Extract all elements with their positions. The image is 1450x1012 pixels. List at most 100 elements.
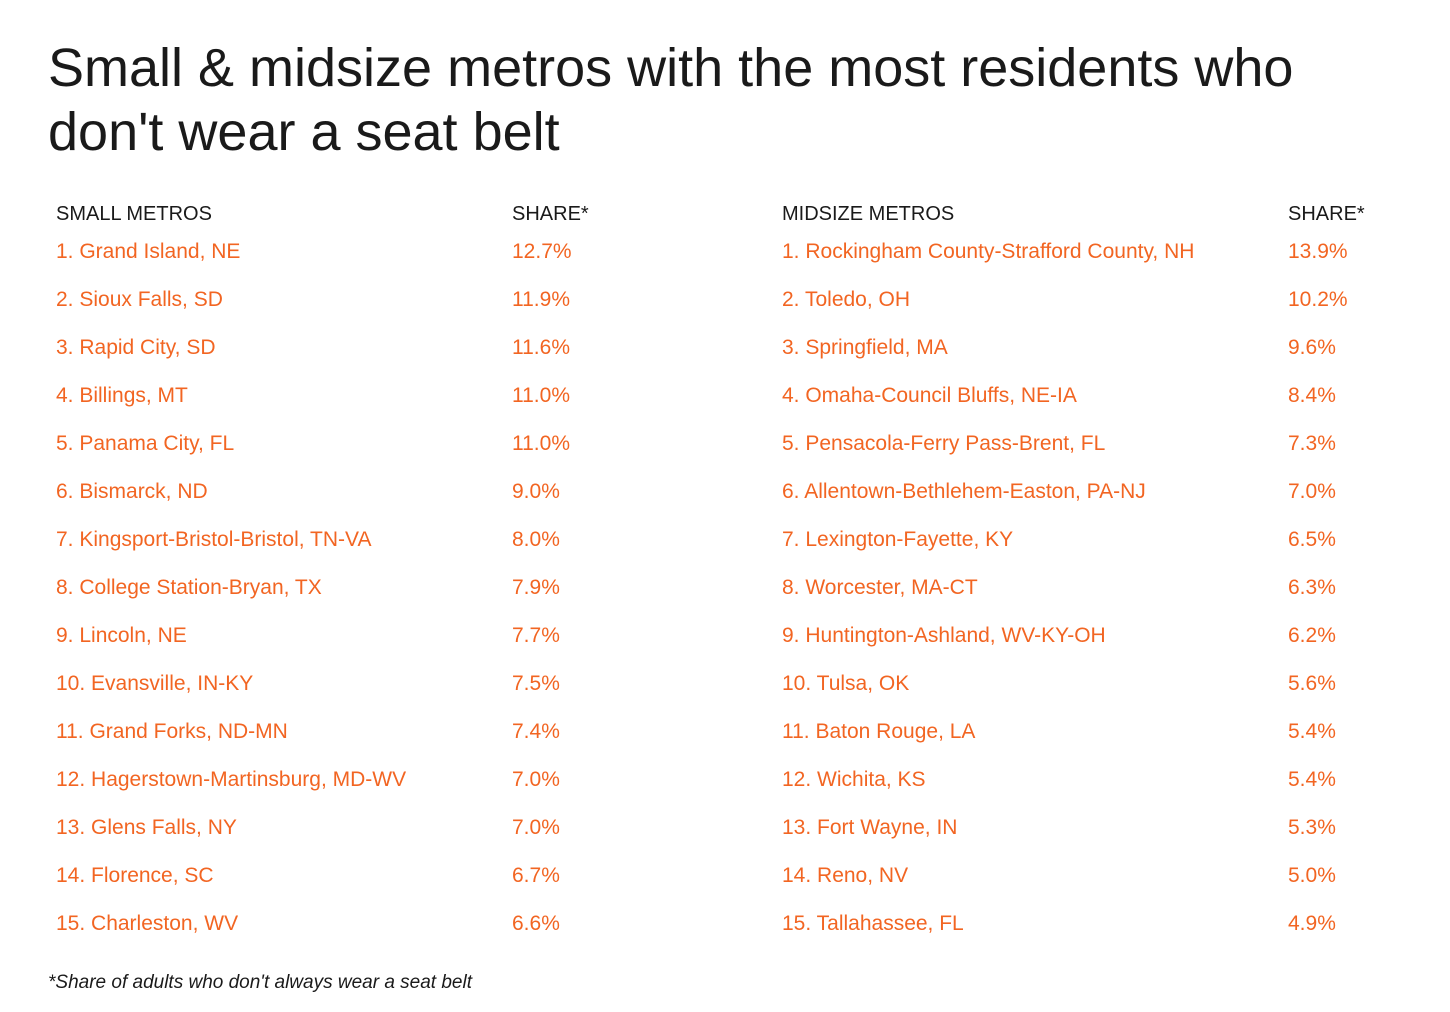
metro-name: 15. Tallahassee, FL: [782, 912, 964, 935]
table-row: 10. Tulsa, OK 5.6%: [782, 666, 1402, 714]
share-value: 5.3%: [1288, 816, 1336, 839]
small-metros-table: SMALL METROS SHARE* 1. Grand Island, NE 1…: [56, 196, 676, 954]
share-value: 8.0%: [512, 528, 560, 551]
table-row: 3. Rapid City, SD 11.6%: [56, 330, 676, 378]
table-row: 1. Grand Island, NE 12.7%: [56, 234, 676, 282]
share-value: 11.9%: [512, 288, 570, 311]
column-header-metro: MIDSIZE METROS: [782, 203, 955, 225]
midsize-metros-rows: 1. Rockingham County-Strafford County, N…: [782, 234, 1402, 954]
metro-name: 11. Baton Rouge, LA: [782, 720, 976, 743]
share-value: 6.7%: [512, 864, 560, 887]
share-value: 11.6%: [512, 336, 570, 359]
metro-name: 2. Toledo, OH: [782, 288, 911, 311]
table-row: 4. Omaha-Council Bluffs, NE-IA 8.4%: [782, 378, 1402, 426]
midsize-metros-table: MIDSIZE METROS SHARE* 1. Rockingham Coun…: [782, 196, 1402, 954]
table-header: SMALL METROS SHARE*: [56, 196, 676, 234]
table-row: 7. Kingsport-Bristol-Bristol, TN-VA 8.0%: [56, 522, 676, 570]
metro-name: 5. Panama City, FL: [56, 432, 235, 455]
share-value: 6.2%: [1288, 624, 1336, 647]
share-value: 11.0%: [512, 432, 570, 455]
table-row: 5. Pensacola-Ferry Pass-Brent, FL 7.3%: [782, 426, 1402, 474]
share-value: 8.4%: [1288, 384, 1336, 407]
table-row: 13. Fort Wayne, IN 5.3%: [782, 810, 1402, 858]
share-value: 5.6%: [1288, 672, 1336, 695]
share-value: 6.5%: [1288, 528, 1336, 551]
share-value: 7.9%: [512, 576, 560, 599]
table-row: 11. Baton Rouge, LA 5.4%: [782, 714, 1402, 762]
metro-name: 13. Fort Wayne, IN: [782, 816, 958, 839]
share-value: 9.6%: [1288, 336, 1336, 359]
metro-name: 9. Lincoln, NE: [56, 624, 187, 647]
metro-name: 15. Charleston, WV: [56, 912, 239, 935]
metro-name: 2. Sioux Falls, SD: [56, 288, 223, 311]
table-row: 12. Hagerstown-Martinsburg, MD-WV 7.0%: [56, 762, 676, 810]
table-row: 11. Grand Forks, ND-MN 7.4%: [56, 714, 676, 762]
footnote: *Share of adults who don't always wear a…: [48, 972, 472, 993]
table-row: 9. Huntington-Ashland, WV-KY-OH 6.2%: [782, 618, 1402, 666]
share-value: 5.0%: [1288, 864, 1336, 887]
share-value: 6.3%: [1288, 576, 1336, 599]
metro-name: 3. Rapid City, SD: [56, 336, 216, 359]
metro-name: 1. Grand Island, NE: [56, 240, 241, 263]
share-value: 9.0%: [512, 480, 560, 503]
metro-name: 1. Rockingham County-Strafford County, N…: [782, 240, 1195, 263]
metro-name: 12. Wichita, KS: [782, 768, 926, 791]
table-row: 13. Glens Falls, NY 7.0%: [56, 810, 676, 858]
metro-name: 14. Reno, NV: [782, 864, 909, 887]
share-value: 7.3%: [1288, 432, 1336, 455]
table-row: 12. Wichita, KS 5.4%: [782, 762, 1402, 810]
share-value: 12.7%: [512, 240, 572, 263]
metro-name: 4. Billings, MT: [56, 384, 188, 407]
share-value: 5.4%: [1288, 768, 1336, 791]
table-row: 8. College Station-Bryan, TX 7.9%: [56, 570, 676, 618]
table-row: 14. Florence, SC 6.7%: [56, 858, 676, 906]
table-row: 9. Lincoln, NE 7.7%: [56, 618, 676, 666]
metro-name: 13. Glens Falls, NY: [56, 816, 237, 839]
metro-name: 8. Worcester, MA-CT: [782, 576, 978, 599]
share-value: 13.9%: [1288, 240, 1348, 263]
metro-name: 6. Bismarck, ND: [56, 480, 208, 503]
share-value: 7.5%: [512, 672, 560, 695]
table-row: 7. Lexington-Fayette, KY 6.5%: [782, 522, 1402, 570]
table-row: 6. Allentown-Bethlehem-Easton, PA-NJ 7.0%: [782, 474, 1402, 522]
metro-name: 10. Tulsa, OK: [782, 672, 910, 695]
table-row: 2. Sioux Falls, SD 11.9%: [56, 282, 676, 330]
metro-name: 12. Hagerstown-Martinsburg, MD-WV: [56, 768, 407, 791]
column-header-share: SHARE*: [1288, 203, 1365, 225]
share-value: 7.7%: [512, 624, 560, 647]
table-row: 5. Panama City, FL 11.0%: [56, 426, 676, 474]
metro-name: 7. Lexington-Fayette, KY: [782, 528, 1014, 551]
column-header-share: SHARE*: [512, 203, 589, 225]
metro-name: 14. Florence, SC: [56, 864, 214, 887]
table-row: 6. Bismarck, ND 9.0%: [56, 474, 676, 522]
metro-name: 6. Allentown-Bethlehem-Easton, PA-NJ: [782, 480, 1146, 503]
table-row: 2. Toledo, OH 10.2%: [782, 282, 1402, 330]
share-value: 7.0%: [512, 768, 560, 791]
metro-name: 10. Evansville, IN-KY: [56, 672, 254, 695]
table-row: 15. Tallahassee, FL 4.9%: [782, 906, 1402, 954]
share-value: 7.0%: [512, 816, 560, 839]
metro-name: 3. Springfield, MA: [782, 336, 948, 359]
small-metros-rows: 1. Grand Island, NE 12.7% 2. Sioux Falls, …: [56, 234, 676, 954]
share-value: 11.0%: [512, 384, 570, 407]
share-value: 7.0%: [1288, 480, 1336, 503]
metro-name: 5. Pensacola-Ferry Pass-Brent, FL: [782, 432, 1106, 455]
table-row: 8. Worcester, MA-CT 6.3%: [782, 570, 1402, 618]
share-value: 5.4%: [1288, 720, 1336, 743]
share-value: 4.9%: [1288, 912, 1336, 935]
table-row: 4. Billings, MT 11.0%: [56, 378, 676, 426]
chart-title: Small & midsize metros with the most res…: [48, 38, 1294, 162]
share-value: 6.6%: [512, 912, 560, 935]
table-row: 10. Evansville, IN-KY 7.5%: [56, 666, 676, 714]
table-row: 15. Charleston, WV 6.6%: [56, 906, 676, 954]
share-value: 7.4%: [512, 720, 560, 743]
column-header-metro: SMALL METROS: [56, 203, 212, 225]
table-row: 14. Reno, NV 5.0%: [782, 858, 1402, 906]
metro-name: 9. Huntington-Ashland, WV-KY-OH: [782, 624, 1106, 647]
metro-name: 4. Omaha-Council Bluffs, NE-IA: [782, 384, 1077, 407]
metro-name: 8. College Station-Bryan, TX: [56, 576, 322, 599]
table-header: MIDSIZE METROS SHARE*: [782, 196, 1402, 234]
table-row: 3. Springfield, MA 9.6%: [782, 330, 1402, 378]
metro-name: 7. Kingsport-Bristol-Bristol, TN-VA: [56, 528, 372, 551]
